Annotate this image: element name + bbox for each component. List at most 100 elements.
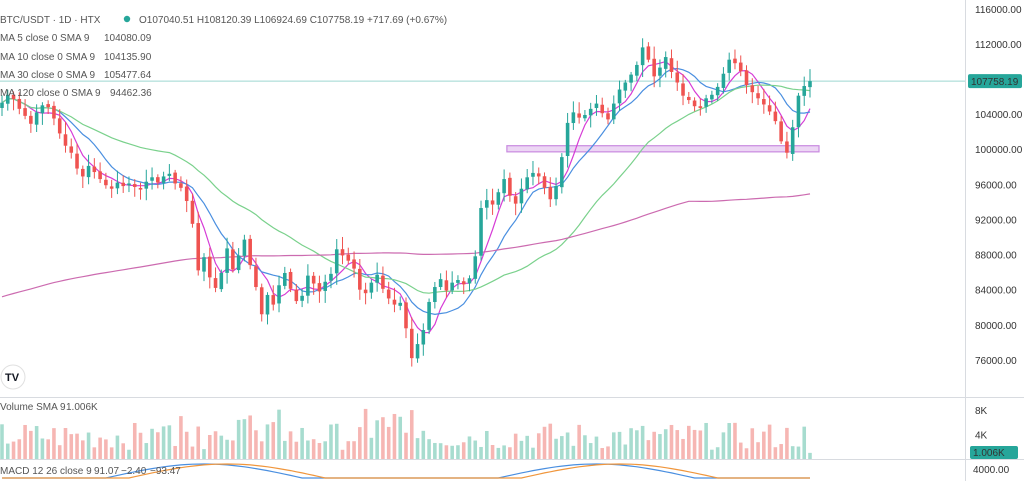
- candle-body: [369, 282, 374, 293]
- candle-body: [167, 173, 172, 176]
- volume-bar: [86, 432, 91, 459]
- price-tick-label: 92000.00: [975, 215, 1017, 226]
- candle-body: [98, 171, 102, 180]
- candle-body: [785, 141, 789, 153]
- volume-bar: [600, 448, 605, 459]
- price-axis[interactable]: 116000.00112000.00108000.00104000.001000…: [975, 5, 1023, 367]
- candles-layer[interactable]: [0, 38, 812, 367]
- volume-legend-label[interactable]: Volume SMA 9: [0, 402, 66, 413]
- volume-bar: [386, 426, 391, 459]
- ma30-label[interactable]: MA 30 close 0 SMA 9: [0, 70, 95, 81]
- volume-bar: [138, 432, 143, 459]
- volume-bar: [542, 426, 547, 459]
- volume-bar: [369, 437, 374, 459]
- volume-layer: [0, 408, 812, 459]
- candle-body: [594, 103, 599, 109]
- volume-bar: [519, 440, 524, 459]
- volume-bar: [207, 435, 212, 459]
- volume-bar: [57, 445, 62, 459]
- candle-body: [381, 275, 385, 289]
- volume-bar: [467, 436, 472, 459]
- volume-bar: [692, 429, 697, 459]
- volume-bar: [652, 431, 656, 459]
- volume-bar: [115, 435, 120, 459]
- volume-bar: [311, 439, 316, 459]
- candle-body: [311, 275, 316, 284]
- volume-bar: [225, 439, 229, 459]
- candle-body: [86, 165, 91, 178]
- tradingview-logo[interactable]: TV: [0, 364, 26, 390]
- volume-bar: [640, 425, 645, 459]
- ma10-label[interactable]: MA 10 close 0 SMA 9: [0, 52, 95, 63]
- volume-bar: [594, 436, 599, 459]
- volume-bar: [687, 425, 691, 459]
- candle-body: [721, 73, 726, 88]
- volume-bar: [583, 435, 587, 459]
- volume-bar: [52, 428, 56, 459]
- symbol-title[interactable]: BTC/USDT · 1D · HTX: [0, 15, 101, 26]
- volume-bar: [109, 447, 114, 459]
- volume-bar: [392, 413, 397, 459]
- ohlc-readout: O107040.51 H108120.39 L106924.69 C107758…: [139, 15, 447, 26]
- volume-bar: [675, 430, 680, 459]
- volume-bar: [167, 425, 172, 459]
- candle-body: [375, 274, 379, 283]
- volume-bar: [444, 445, 449, 459]
- volume-bar: [658, 434, 662, 459]
- volume-bar: [635, 430, 639, 459]
- candle-body: [409, 328, 414, 359]
- macd-legend-label[interactable]: MACD 12 26 close 9: [0, 466, 92, 477]
- volume-bar: [663, 429, 668, 459]
- candle-body: [386, 289, 391, 299]
- volume-bar: [150, 428, 154, 459]
- market-status-dot: [123, 15, 131, 23]
- volume-bar: [733, 422, 737, 459]
- candle-body: [658, 67, 662, 76]
- candle-body: [790, 127, 795, 154]
- candle-body: [560, 157, 564, 188]
- volume-bar: [5, 443, 10, 459]
- volume-bar: [623, 444, 628, 459]
- candle-body: [283, 272, 287, 286]
- volume-bar: [554, 438, 558, 459]
- ma120-label[interactable]: MA 120 close 0 SMA 9: [0, 88, 101, 99]
- volume-bar: [744, 448, 749, 459]
- volume-bar: [502, 445, 506, 459]
- volume-bar: [144, 443, 149, 459]
- candle-body: [461, 281, 466, 285]
- volume-bar: [300, 427, 304, 459]
- candle-body: [294, 289, 299, 302]
- volume-last-tag: 1.006K: [970, 446, 1018, 459]
- volume-bar: [317, 442, 322, 459]
- volume-bar: [646, 440, 651, 459]
- volume-bar: [756, 442, 760, 459]
- volume-bar: [698, 430, 703, 459]
- candle-body: [485, 200, 489, 208]
- legend[interactable]: BTC/USDT · 1D · HTX O107040.51 H108120.3…: [0, 15, 447, 477]
- volume-bar: [121, 443, 125, 459]
- volume-bar: [456, 445, 460, 459]
- ma120-value: 94462.36: [110, 88, 152, 99]
- volume-bar: [173, 445, 177, 459]
- volume-bar: [404, 432, 408, 459]
- volume-bar: [513, 433, 518, 459]
- volume-bar: [681, 438, 685, 459]
- price-tick-label: 100000.00: [975, 145, 1023, 156]
- candle-body: [611, 103, 616, 120]
- signal-line: [2, 463, 810, 479]
- candle-body: [554, 186, 558, 200]
- candle-body: [323, 281, 327, 291]
- candle-body: [525, 177, 529, 190]
- candle-body: [196, 223, 201, 271]
- ma5-label[interactable]: MA 5 close 0 SMA 9: [0, 33, 90, 44]
- candle-body: [496, 192, 501, 205]
- candle-body: [81, 168, 85, 177]
- candle-body: [207, 256, 212, 278]
- candle-body: [392, 299, 397, 305]
- candle-body: [502, 179, 506, 194]
- candle-body: [104, 179, 108, 186]
- candle-body: [40, 105, 45, 114]
- volume-bar: [271, 422, 276, 459]
- candle-body: [415, 344, 420, 359]
